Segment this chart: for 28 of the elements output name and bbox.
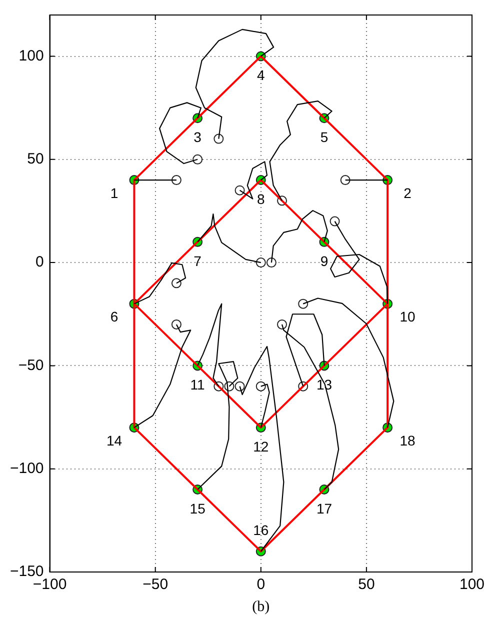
- y-tick-label: −50: [18, 356, 44, 374]
- annotation: 6: [110, 308, 118, 325]
- annotation: 15: [190, 500, 206, 516]
- annotation: 16: [253, 522, 269, 538]
- annotation: 12: [253, 438, 269, 454]
- annotation: 4: [256, 67, 265, 84]
- annotation: 11: [190, 376, 206, 393]
- y-tick-label: −100: [10, 460, 44, 477]
- annotation: 14: [106, 432, 122, 448]
- x-tick-label: 100: [459, 576, 485, 594]
- y-tick-label: 50: [27, 150, 44, 168]
- x-tick-label: 0: [256, 576, 266, 594]
- annotation: 3: [194, 129, 202, 146]
- x-tick-label: −50: [142, 576, 168, 594]
- x-axis-title: (b): [252, 598, 270, 615]
- y-tick-label: 0: [35, 254, 44, 271]
- annotation: 2: [404, 184, 412, 201]
- annotation: 17: [316, 500, 332, 516]
- annotation: 10: [400, 308, 416, 325]
- y-tick-label: 100: [18, 47, 44, 64]
- y-tick-label: −150: [10, 563, 44, 580]
- annotation: 18: [400, 432, 416, 448]
- annotation: 5: [320, 129, 328, 146]
- annotation: 8: [256, 190, 265, 207]
- annotation: 9: [320, 252, 328, 269]
- annotation: 1: [110, 184, 118, 201]
- annotation: 7: [194, 252, 202, 269]
- x-tick-label: 50: [358, 576, 375, 594]
